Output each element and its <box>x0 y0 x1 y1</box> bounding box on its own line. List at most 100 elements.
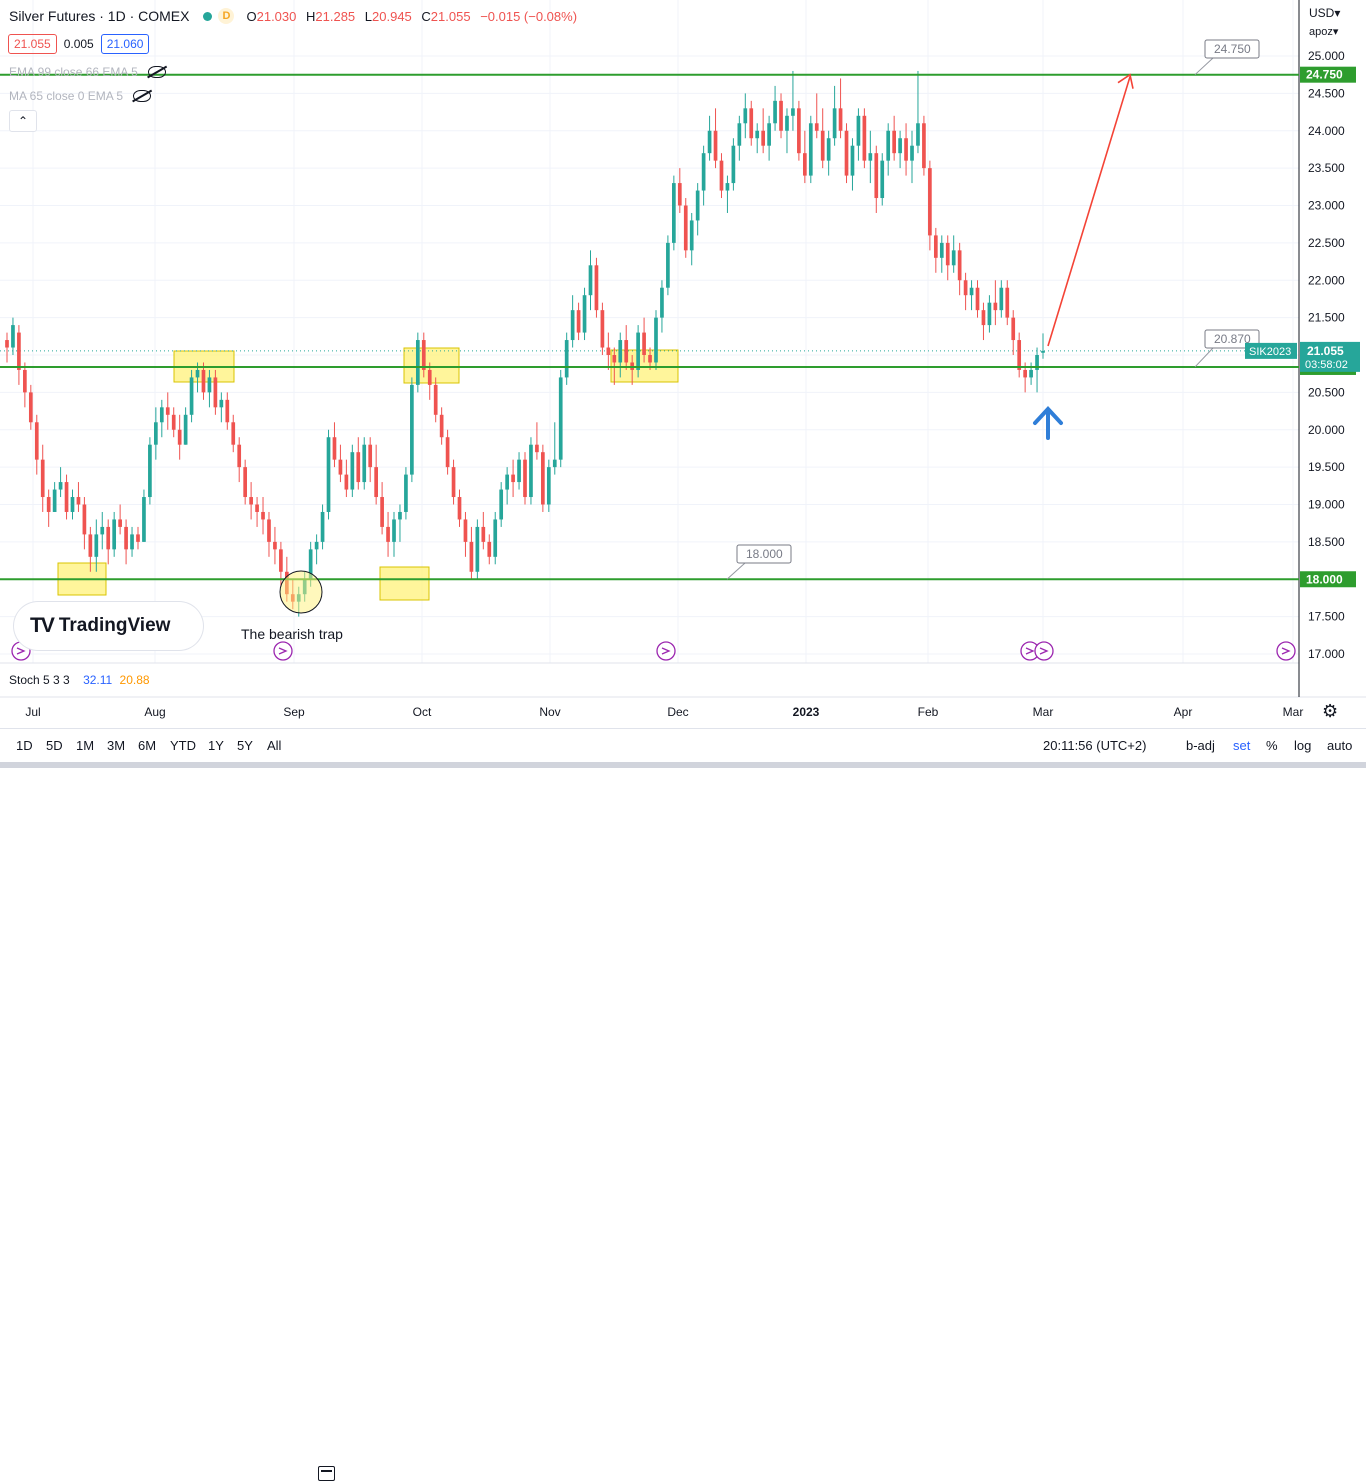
eye-crossed-icon[interactable] <box>147 66 166 78</box>
indicator-ma-label: MA 65 close 0 EMA 5 <box>9 89 124 103</box>
unit-selector[interactable]: apoz▾ <box>1309 26 1339 38</box>
range-5y-button[interactable]: 5Y <box>237 738 253 753</box>
candle-body <box>231 422 236 445</box>
candle-body <box>779 100 783 131</box>
candle-body <box>82 504 87 535</box>
level-price-tag <box>1300 571 1356 588</box>
candle-body <box>648 355 652 363</box>
candle-body <box>1017 340 1022 370</box>
range-all-button[interactable]: All <box>267 738 282 753</box>
candle-body <box>154 422 158 445</box>
candle-body <box>213 377 218 408</box>
y-tick-label: 23.000 <box>1308 199 1345 213</box>
bid-price-button[interactable]: 21.055 <box>8 34 57 54</box>
candle-body <box>481 526 486 542</box>
candle-body <box>904 138 908 161</box>
x-tick-label: 2023 <box>793 705 820 719</box>
gear-icon[interactable]: ⚙ <box>1322 701 1339 721</box>
candle-body <box>112 519 117 550</box>
data-badge[interactable]: D <box>218 8 235 24</box>
y-tick-label: 22.000 <box>1308 273 1345 287</box>
candle-body <box>320 511 325 542</box>
candle-body <box>868 153 873 161</box>
y-tick-label: 22.500 <box>1308 236 1345 250</box>
range-5d-button[interactable]: 5D <box>46 738 63 753</box>
currency-selector[interactable]: USD▾ <box>1309 6 1341 20</box>
candle-body <box>1005 287 1010 318</box>
candle-body <box>701 153 706 191</box>
candle-body <box>892 130 896 154</box>
candle-body <box>898 138 902 154</box>
range-3m-button[interactable]: 3M <box>107 738 126 753</box>
bottom-toolbar: 1D 5D 1M 3M 6M YTD 1Y 5Y All 20:11:56 (U… <box>0 728 1366 1481</box>
last-price-box <box>1300 341 1360 372</box>
indicator-ema[interactable]: EMA 99 close 66 EMA 5 <box>9 65 166 79</box>
candle-body <box>415 340 420 385</box>
stoch-indicator[interactable]: Stoch 5 3 3 32.11 20.88 <box>9 673 150 687</box>
candle-body <box>219 399 224 408</box>
indicator-ma[interactable]: MA 65 close 0 EMA 5 <box>9 89 152 103</box>
log-button[interactable]: log <box>1294 738 1312 753</box>
candle-body <box>862 115 867 161</box>
candle-body <box>826 138 831 161</box>
candle-body <box>606 347 611 355</box>
y-tick-label: 17.000 <box>1308 647 1345 661</box>
candle-body <box>195 369 200 378</box>
candle-body <box>529 444 533 498</box>
candle-body <box>1035 355 1039 370</box>
candle-body <box>1029 369 1033 378</box>
candle-body <box>654 317 658 363</box>
ask-price-button[interactable]: 21.060 <box>100 34 150 54</box>
auto-button[interactable]: auto <box>1327 738 1353 753</box>
chart-header: Silver Futures · 1D · COMEX D O21.030 H2… <box>9 8 583 24</box>
callout-label: 18.000 <box>746 547 783 561</box>
b-adj-button[interactable]: b-adj <box>1186 738 1215 753</box>
candle-body <box>201 369 206 393</box>
candle-body <box>785 115 789 131</box>
percent-button[interactable]: % <box>1266 738 1278 753</box>
countdown-label: 03:58:02 <box>1305 359 1348 371</box>
callout-label: 24.750 <box>1214 42 1251 56</box>
candle-body <box>797 108 801 154</box>
candle-body <box>916 123 920 146</box>
candle-body <box>660 287 664 318</box>
ohlc-change: −0.015 (−0.08%) <box>480 8 578 24</box>
candle-body <box>356 452 361 483</box>
price-chart[interactable]: 24.75020.84018.00024.75020.87018.000SIK2… <box>0 0 1366 728</box>
calendar-icon[interactable] <box>318 1466 335 1481</box>
range-1y-button[interactable]: 1Y <box>208 738 224 753</box>
event-marker-icon <box>1034 641 1054 661</box>
candle-body <box>177 429 182 445</box>
y-tick-label: 21.500 <box>1308 311 1345 325</box>
event-chevron-icon <box>16 647 26 655</box>
candle-body <box>273 541 277 550</box>
candle-body <box>88 534 93 557</box>
stoch-k-value: 32.11 <box>83 673 113 687</box>
eye-crossed-icon[interactable] <box>133 90 152 102</box>
candle-body <box>749 108 754 139</box>
clock-readout[interactable]: 20:11:56 (UTC+2) <box>1043 738 1147 753</box>
range-ytd-button[interactable]: YTD <box>170 738 196 753</box>
symbol-title[interactable]: Silver Futures · 1D · COMEX <box>9 8 190 24</box>
indicator-ema-label: EMA 99 close 66 EMA 5 <box>9 65 138 79</box>
candle-body <box>951 250 956 266</box>
range-1d-button[interactable]: 1D <box>16 738 33 753</box>
candle-body <box>517 459 521 483</box>
candle-body <box>987 302 992 326</box>
projection-arrow-line <box>1047 76 1131 347</box>
candle-body <box>445 437 450 468</box>
candle-body <box>487 541 492 557</box>
collapse-indicators-button[interactable]: ⌃ <box>9 110 37 132</box>
candle-body <box>368 444 373 468</box>
candle-body <box>52 489 57 512</box>
candle-body <box>588 265 593 296</box>
tradingview-logo[interactable]: TV TradingView <box>14 602 203 650</box>
candle-body <box>463 519 468 542</box>
callout-label: 20.870 <box>1214 332 1251 346</box>
ohlc-low: 20.945 <box>372 8 412 24</box>
range-6m-button[interactable]: 6M <box>138 738 157 753</box>
range-1m-button[interactable]: 1M <box>76 738 95 753</box>
set-button[interactable]: set <box>1233 738 1251 753</box>
candle-body <box>564 340 569 378</box>
candle-body <box>910 145 914 161</box>
